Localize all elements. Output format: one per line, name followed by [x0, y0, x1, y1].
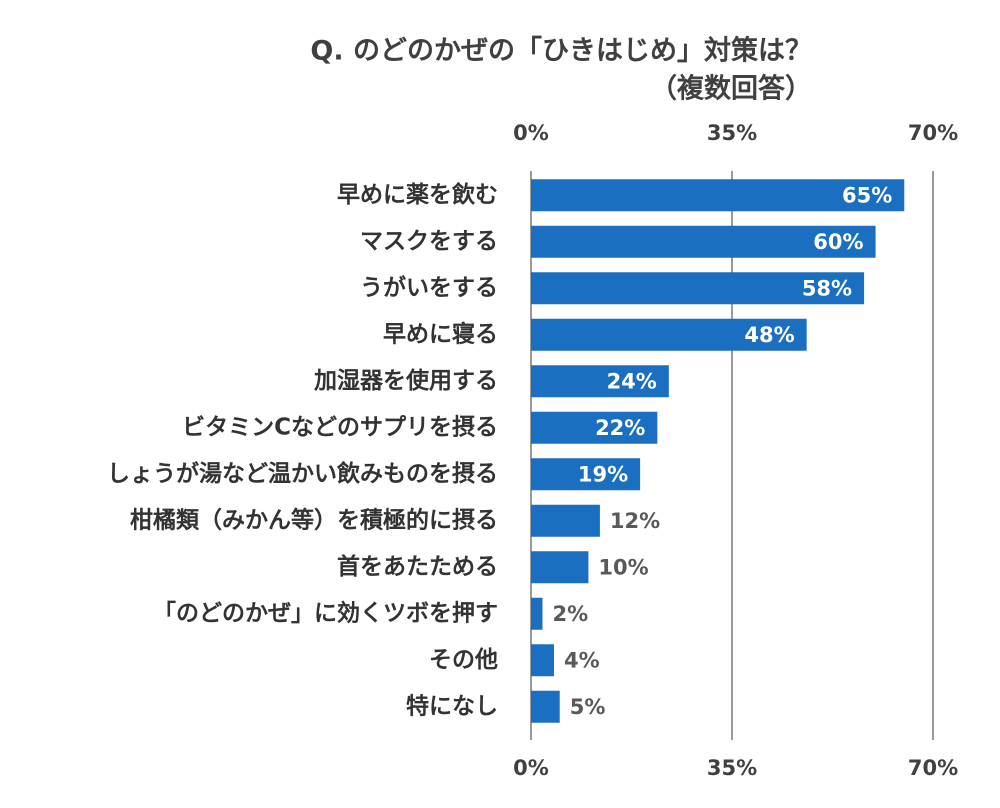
bar	[531, 272, 865, 305]
value-label: 60%	[813, 230, 863, 254]
bar	[531, 551, 589, 584]
bar	[531, 690, 560, 723]
category-label: ビタミンCなどのサプリを摂る	[182, 414, 498, 440]
category-label: その他	[429, 647, 498, 673]
category-label: マスクをする	[360, 228, 498, 254]
category-label: 早めに薬を飲む	[337, 181, 498, 208]
bar	[531, 225, 876, 258]
category-label: 柑橘類（みかん等）を積極的に摂る	[130, 506, 498, 533]
value-label: 19%	[578, 462, 628, 486]
category-label: うがいをする	[360, 274, 498, 301]
x-tick-label-top: 35%	[707, 121, 757, 145]
bar	[531, 597, 543, 630]
x-tick-label-top: 70%	[908, 121, 958, 145]
chart-title: Q. のどのかぜの「ひきはじめ」対策は？	[310, 35, 812, 67]
value-label: 22%	[595, 416, 645, 440]
value-label: 58%	[802, 276, 852, 300]
value-label: 4%	[564, 648, 600, 672]
value-label: 2%	[552, 602, 588, 626]
bar	[531, 365, 669, 398]
x-tick-label-top: 0%	[513, 121, 549, 145]
value-label: 5%	[570, 695, 606, 719]
bar	[531, 458, 641, 491]
x-tick-label-bottom: 0%	[513, 756, 549, 780]
category-label: 加湿器を使用する	[313, 368, 498, 394]
bar	[531, 504, 600, 537]
category-label: しょうが湯など温かい飲みものを摂る	[107, 460, 498, 487]
bar	[531, 411, 658, 444]
category-label: 早めに寝る	[383, 320, 498, 347]
bar	[531, 318, 807, 351]
value-label: 12%	[610, 509, 660, 533]
bar	[531, 644, 554, 677]
value-label: 65%	[842, 183, 892, 207]
x-tick-label-bottom: 35%	[707, 756, 757, 780]
category-label: 特になし	[406, 693, 498, 719]
value-label: 10%	[598, 555, 648, 579]
x-tick-label-bottom: 70%	[908, 756, 958, 780]
category-label: 「のどのかぜ」に効くツボを押す	[153, 599, 498, 626]
category-label: 首をあたためる	[337, 553, 498, 580]
value-label: 48%	[744, 323, 794, 347]
bar	[531, 179, 905, 212]
value-label: 24%	[607, 369, 657, 393]
chart-subtitle: （複数回答）	[650, 73, 812, 105]
